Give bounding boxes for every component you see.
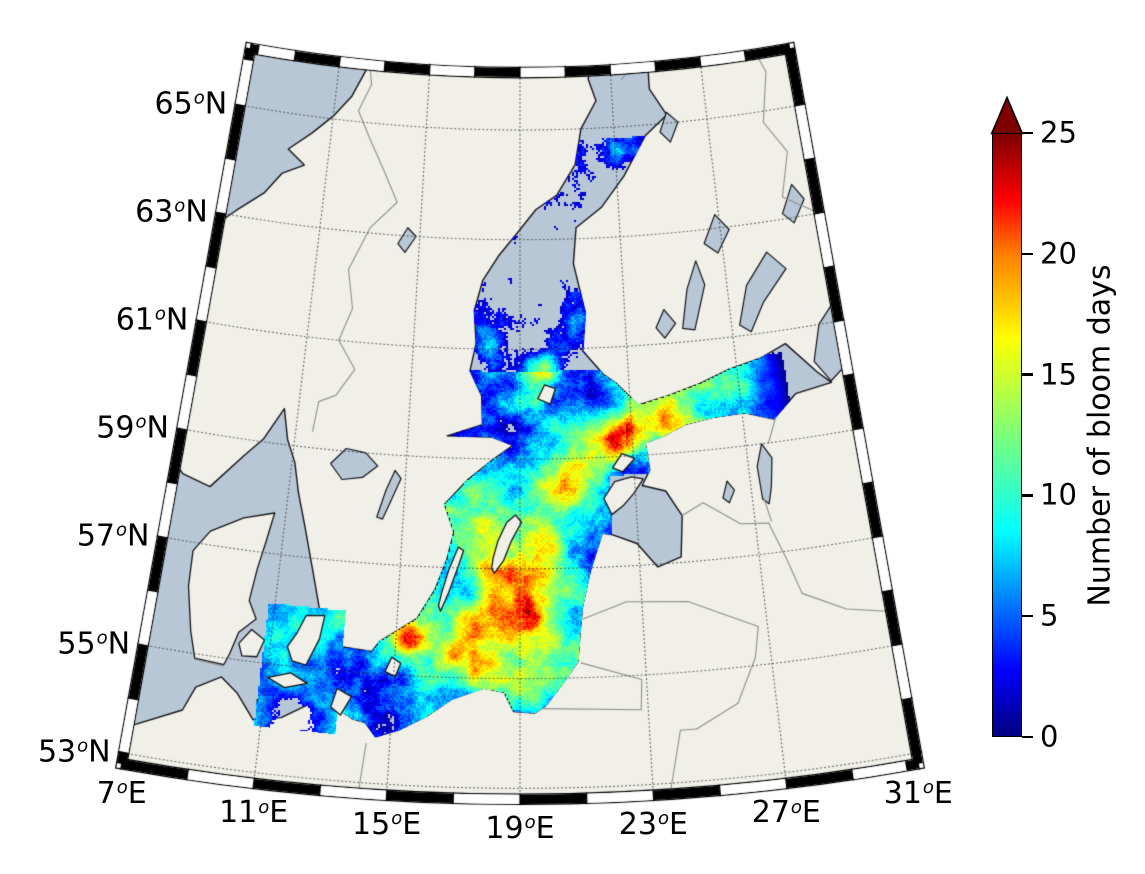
map-canvas — [0, 0, 1145, 874]
figure-root: 65oN 63oN 61oN 59oN 57oN 55oN 53oN 7oE 11oE 15oE 1… — [0, 0, 1145, 874]
